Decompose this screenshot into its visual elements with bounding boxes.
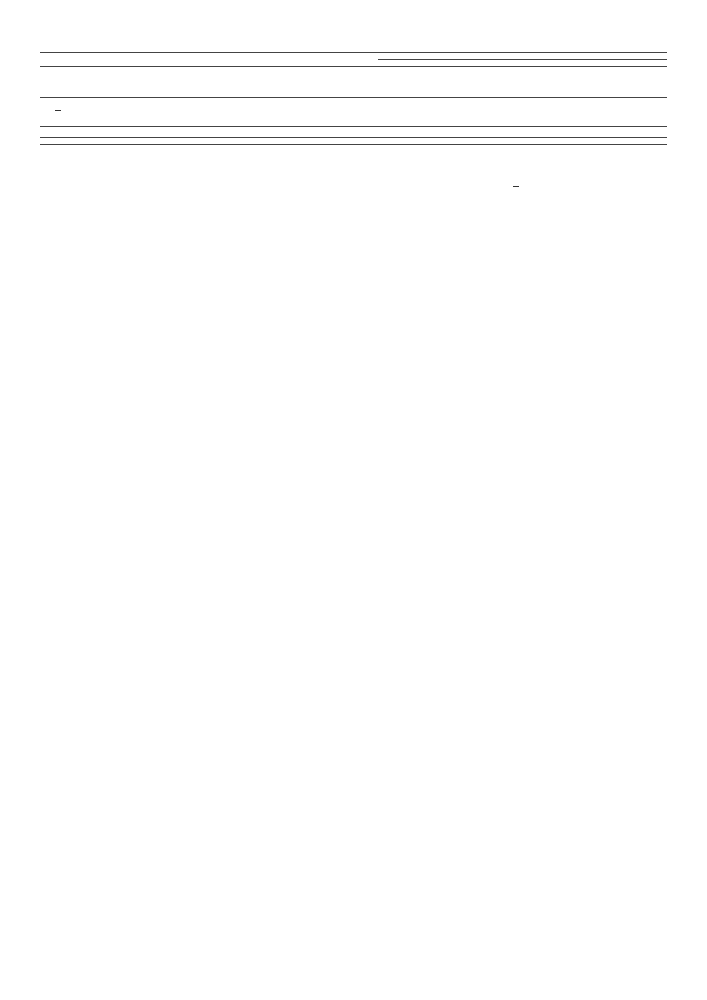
left-column [40,40,342,44]
t1-cell [571,120,667,127]
t1-col-3 [571,60,667,67]
fraction-top [513,186,519,187]
t1-cell [474,98,570,121]
t1-foot-label [40,98,378,121]
ranges-table [366,161,668,167]
t2-col-3 [510,138,667,145]
range-label [366,165,517,167]
t1-cell [378,120,474,127]
table-1 [40,52,667,127]
t1-cell [571,98,667,121]
range-value [516,165,667,167]
t2-col-2 [354,138,511,145]
formula-right [366,155,668,193]
t1-head-content [378,53,667,60]
table-2 [40,137,667,145]
t1-head-component [40,53,378,67]
formula-left [40,155,342,193]
intro-columns [40,40,667,44]
t2-col-1 [197,138,354,145]
t1-col-2 [474,60,570,67]
fraction [513,186,519,187]
t1-foot-row [40,120,667,127]
fraction-top [55,110,61,111]
t1-foot-row [40,98,667,121]
relation-formula [366,177,668,193]
fraction [55,110,61,111]
range-row [366,165,668,167]
t1-col-1 [378,60,474,67]
t1-foot-label [40,120,378,127]
t2-head-indicator [40,138,197,145]
formula-block [40,155,667,193]
t1-cell [474,120,570,127]
t1-cell [378,98,474,121]
right-column [366,40,668,44]
